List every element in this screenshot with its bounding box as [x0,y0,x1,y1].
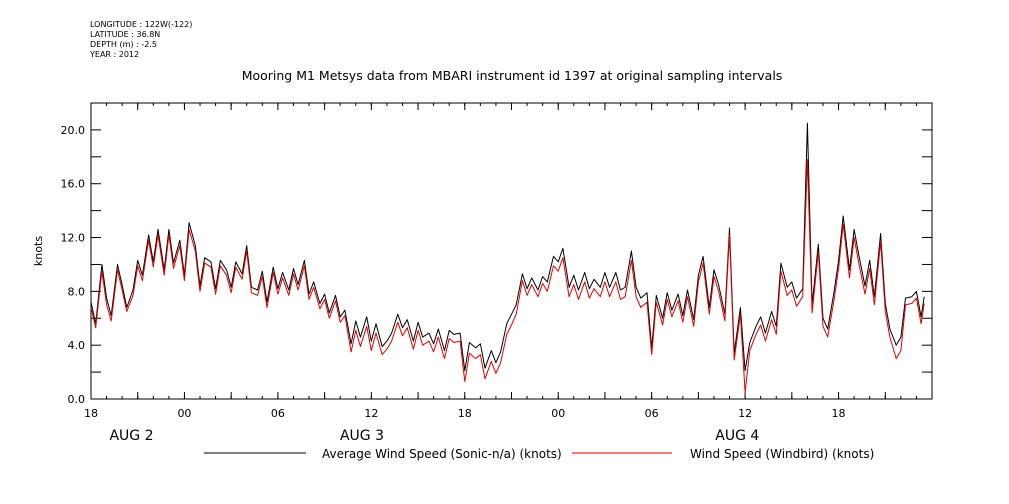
year-text: YEAR : 2012 [90,50,140,59]
x-tick-label: 12 [364,407,378,420]
y-tick-label: 8.0 [68,285,86,298]
longitude-text: LONGITUDE : 122W(-122) [90,20,193,29]
depth-text: DEPTH (m) : -2.5 [90,40,157,49]
x-day-label: AUG 2 [109,428,153,444]
x-tick-label: 18 [84,407,98,420]
series-line-sonic [90,122,925,372]
y-tick-label: 20.0 [61,124,86,137]
y-tick-label: 0.0 [68,393,86,406]
legend: Average Wind Speed (Sonic-n/a) (knots) W… [204,447,874,461]
x-day-label: AUG 3 [340,428,384,444]
x-tick-label: 12 [738,407,752,420]
latitude-text: LATITUDE : 36.8N [90,30,161,39]
chart-title: Mooring M1 Metsys data from MBARI instru… [242,68,783,83]
x-tick-label: 06 [645,407,659,420]
y-tick-label: 12.0 [61,232,86,245]
y-axis-label: knots [32,236,45,266]
legend-label-sonic: Average Wind Speed (Sonic-n/a) (knots) [322,447,562,461]
x-day-label: AUG 4 [715,428,759,444]
legend-label-windbird: Wind Speed (Windbird) (knots) [690,447,874,461]
y-tick-label: 4.0 [68,339,86,352]
series-line-windbird [90,159,925,393]
x-tick-label: 06 [271,407,285,420]
x-tick-label: 00 [551,407,565,420]
metadata-block: LONGITUDE : 122W(-122) LATITUDE : 36.8N … [90,20,192,60]
chart-axes: 18 00 06 12 18 00 06 12 18 AUG 2 AUG 3 AUG 4 0.0 4.0 8… [61,102,933,444]
plot-frame [90,102,933,400]
x-tick-label: 00 [177,407,191,420]
x-tick-label: 18 [458,407,472,420]
series-layer [90,122,925,393]
y-tick-label: 16.0 [61,178,86,191]
x-tick-label: 18 [832,407,846,420]
